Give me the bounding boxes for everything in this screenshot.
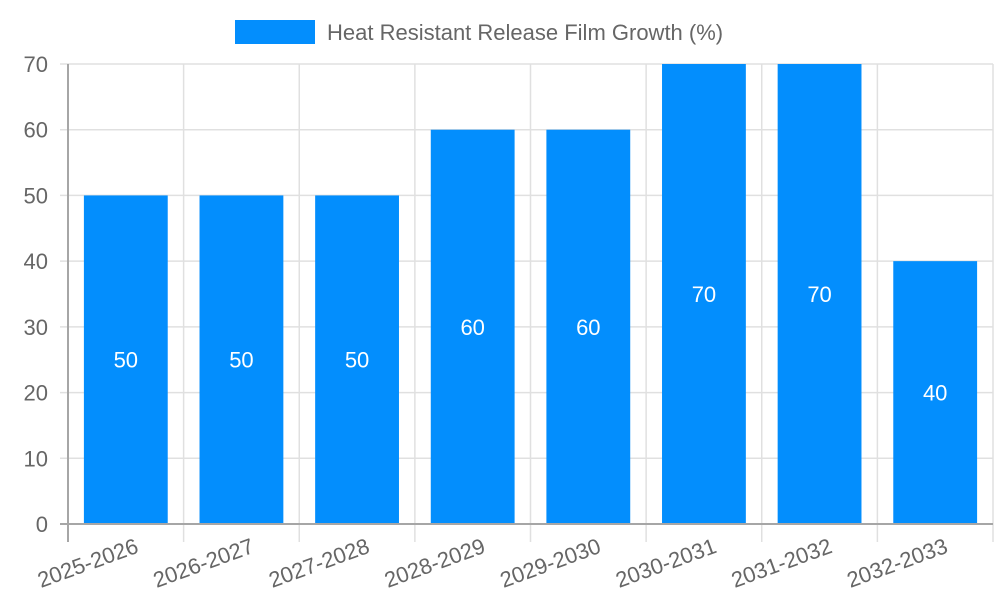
x-tick-label: 2027-2028 [265,533,372,592]
y-tick-label: 50 [24,183,48,208]
y-tick-label: 0 [36,512,48,537]
bar-group: 50 [83,195,168,524]
bar [662,64,746,524]
y-tick-label: 60 [24,118,48,143]
x-tick-label: 2031-2032 [728,533,835,592]
y-tick-label: 70 [24,52,48,77]
y-axis-ticks: 0 10 20 30 40 50 60 70 [24,52,48,537]
x-tick-label: 2029-2030 [497,533,604,592]
bar [777,64,862,524]
bar [83,195,168,524]
bar [546,129,631,524]
legend-label: Heat Resistant Release Film Growth (%) [327,20,723,45]
x-tick-label: 2028-2029 [381,533,488,592]
x-tick-label: 2025-2026 [34,533,141,592]
y-tick-label: 40 [24,249,48,274]
bar [315,195,399,524]
bar-group: 60 [430,129,515,524]
legend[interactable]: Heat Resistant Release Film Growth (%) [235,20,723,45]
y-tick-label: 30 [24,315,48,340]
legend-swatch [235,20,315,44]
bar-group: 50 [199,195,284,524]
bar [430,129,515,524]
x-tick-label: 2026-2027 [150,533,257,592]
bar-value-label: 70 [807,282,831,307]
x-axis-ticks: 2025-2026 2026-2027 2027-2028 2028-2029 2029… [34,533,951,592]
bar [893,261,978,524]
x-tick-label: 2032-2033 [843,533,950,592]
bar-value-label: 60 [460,315,484,340]
x-tick-label: 2030-2031 [612,533,719,592]
bar-group: 50 [315,195,399,524]
bar-value-label: 50 [345,348,369,373]
bar-value-label: 50 [229,348,253,373]
bar-group: 70 [662,64,746,524]
y-tick-label: 10 [24,446,48,471]
axes [60,64,993,542]
bar-value-label: 60 [576,315,600,340]
bar-group: 60 [546,129,631,524]
y-tick-label: 20 [24,381,48,406]
bar-value-label: 40 [923,381,947,406]
bar-value-label: 50 [114,348,138,373]
bar-group: 40 [893,261,978,524]
bars: 50 50 50 60 60 70 70 40 [83,64,978,524]
bar-group: 70 [777,64,862,524]
bar [199,195,284,524]
bar-value-label: 70 [692,282,716,307]
